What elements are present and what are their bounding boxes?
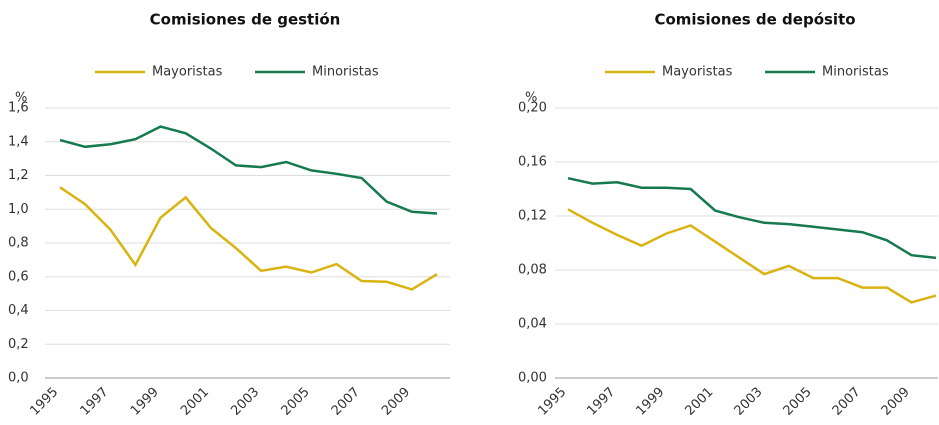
x-tick-label: 2009 xyxy=(379,385,413,419)
legend-label: Mayoristas xyxy=(152,65,223,80)
y-tick-label: 1,2 xyxy=(8,168,29,183)
x-tick-label: 2003 xyxy=(732,385,766,419)
x-tick-label: 2001 xyxy=(682,385,716,419)
chart-title: Comisiones de depósito xyxy=(654,11,855,29)
x-tick-label: 2001 xyxy=(178,385,212,419)
legend-label: Minoristas xyxy=(822,65,889,80)
x-tick-label: 1997 xyxy=(584,385,618,419)
y-tick-label: 0,04 xyxy=(518,317,547,332)
x-tick-label: 2007 xyxy=(329,385,363,419)
x-tick-label: 1999 xyxy=(633,385,667,419)
x-tick-label: 2003 xyxy=(228,385,262,419)
y-tick-label: 0,0 xyxy=(8,371,29,386)
y-tick-label: 0,16 xyxy=(518,155,547,170)
y-axis-label: % xyxy=(15,91,27,106)
x-tick-label: 1995 xyxy=(535,385,569,419)
line-series xyxy=(567,176,937,260)
y-tick-label: 0,6 xyxy=(8,269,29,284)
y-tick-label: 1,0 xyxy=(8,202,29,217)
x-tick-label: 2009 xyxy=(879,385,913,419)
x-tick-label: 1995 xyxy=(27,385,61,419)
y-tick-label: 0,08 xyxy=(518,263,547,278)
x-tick-label: 1997 xyxy=(78,385,112,419)
y-tick-label: 1,6 xyxy=(8,101,29,116)
x-tick-label: 2005 xyxy=(279,385,313,419)
line-series xyxy=(59,125,438,215)
y-tick-label: 0,2 xyxy=(8,337,29,352)
y-tick-label: 0,8 xyxy=(8,236,29,251)
y-tick-label: 0,00 xyxy=(518,371,547,386)
y-tick-label: 0,4 xyxy=(8,303,29,318)
legend-label: Mayoristas xyxy=(662,65,733,80)
chart-title: Comisiones de gestión xyxy=(150,11,341,29)
line-series xyxy=(59,186,438,291)
y-tick-label: 0,12 xyxy=(518,209,547,224)
y-axis-label: % xyxy=(525,91,537,106)
line-series xyxy=(567,208,937,304)
y-tick-label: 1,4 xyxy=(8,134,29,149)
x-tick-label: 2005 xyxy=(781,385,815,419)
x-tick-label: 2007 xyxy=(830,385,864,419)
legend-label: Minoristas xyxy=(312,65,379,80)
x-tick-label: 1999 xyxy=(128,385,162,419)
y-tick-label: 0,20 xyxy=(518,101,547,116)
